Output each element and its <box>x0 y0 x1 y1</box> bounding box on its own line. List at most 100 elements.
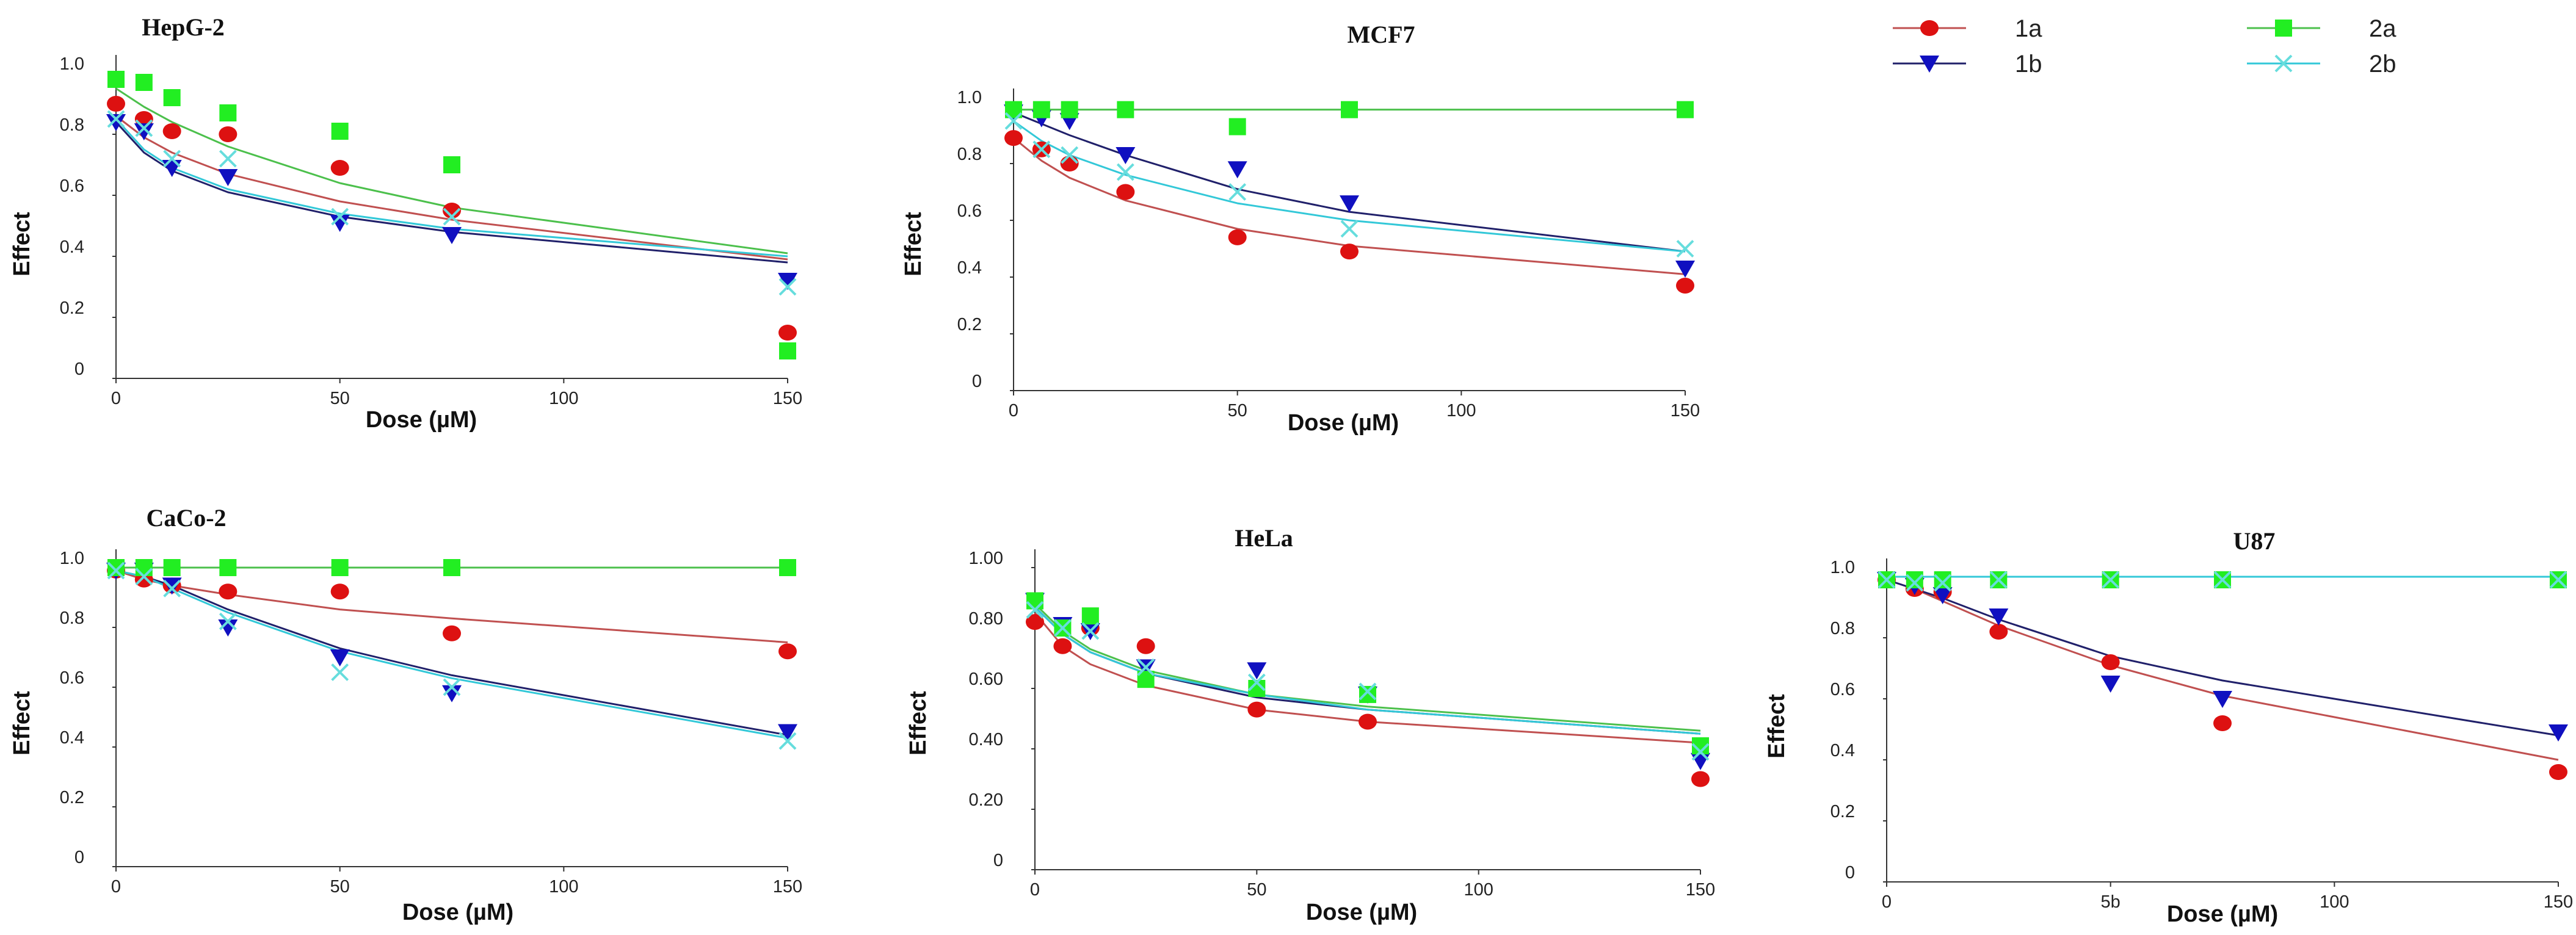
x-tick-label: 50 <box>1228 401 1247 421</box>
data-point-2a <box>1228 118 1246 135</box>
series-1a <box>1026 614 1710 787</box>
data-point-1a <box>1676 277 1694 294</box>
data-point-2b <box>135 119 153 137</box>
y-tick-label: 0.40 <box>969 730 1003 749</box>
y-tick-label: 0.8 <box>60 115 84 135</box>
y-tick-label: 0.8 <box>60 608 84 628</box>
data-point-1b <box>442 227 462 244</box>
y-axis-label: Effect <box>1764 694 1790 759</box>
data-point-2b <box>443 208 461 226</box>
y-tick-label: 0.4 <box>957 258 982 278</box>
y-tick-label: 0.80 <box>969 609 1003 629</box>
fit-curve-2b <box>1013 120 1686 253</box>
series-2b <box>1878 571 2567 592</box>
chart-title: HeLa <box>1235 524 1293 552</box>
data-point-1a <box>1228 229 1247 245</box>
data-point-1a <box>1116 184 1135 200</box>
legend-label: 2a <box>2369 15 2396 42</box>
data-point-1b <box>1247 662 1267 680</box>
data-point-2b <box>1878 571 1896 589</box>
data-point-2a <box>779 342 796 359</box>
data-point-2b <box>219 612 237 630</box>
data-point-2a <box>331 559 349 576</box>
data-point-1a <box>1053 638 1072 654</box>
x-tick-label: 0 <box>111 389 121 408</box>
legend-entry-1a: 1a <box>1893 15 2042 42</box>
legend-label: 1b <box>2015 51 2042 78</box>
data-point-1b <box>1989 608 2009 626</box>
data-point-2b <box>331 208 349 226</box>
x-axis-label: Dose (µM) <box>2167 901 2278 927</box>
y-axis-label: Effect <box>901 212 926 276</box>
data-point-2b <box>778 732 797 750</box>
data-point-1b <box>162 577 182 595</box>
data-point-2a <box>1117 101 1134 118</box>
data-point-1a <box>1026 614 1044 630</box>
x-tick-label: 5b <box>2101 892 2121 912</box>
data-point-1a <box>330 583 349 600</box>
fit-curve-1a <box>1886 579 2559 761</box>
data-point-1b <box>1691 753 1710 770</box>
x-tick-label: 50 <box>330 389 350 408</box>
data-point-2a <box>1677 101 1694 118</box>
data-point-2a <box>135 74 153 91</box>
data-point-2b <box>1359 682 1377 701</box>
data-point-1a <box>2549 764 2567 780</box>
data-point-2b <box>1137 658 1155 676</box>
data-point-1a <box>2101 654 2120 670</box>
fit-curve-2a <box>1034 603 1701 732</box>
y-tick-label: 0.8 <box>957 145 982 164</box>
chart-panel-hepg-2: HepG-2 0 0.2 0.4 0.6 0.8 1.0 0 50 100 150 Dose (µM)… <box>9 13 802 433</box>
y-tick-label: 0.6 <box>60 176 84 196</box>
data-point-1b <box>2549 724 2568 742</box>
data-point-1a <box>778 325 797 341</box>
y-tick-label: 0.4 <box>1830 741 1855 760</box>
series-2a <box>107 71 796 359</box>
data-point-2b <box>1989 571 2008 589</box>
data-point-1b <box>1340 195 1359 213</box>
y-tick-label: 0.4 <box>60 237 84 257</box>
data-point-2b <box>1691 743 1710 761</box>
data-point-2a <box>163 89 181 106</box>
data-point-1a <box>1060 156 1079 171</box>
legend-marker-triangle-down-icon <box>1920 56 1939 73</box>
data-point-1b <box>778 273 797 290</box>
y-tick-label: 0 <box>993 851 1003 870</box>
x-tick-label: 100 <box>549 389 578 408</box>
chart-title: HepG-2 <box>142 13 225 41</box>
data-point-1b <box>218 619 238 637</box>
data-point-1a <box>1359 713 1377 730</box>
data-point-2a <box>1359 685 1376 703</box>
legend: 1a 1b 2a 2b <box>1893 15 2396 78</box>
data-point-2b <box>1676 240 1694 258</box>
x-tick-label: 150 <box>773 877 802 897</box>
data-point-2b <box>219 150 237 168</box>
data-point-1b <box>218 169 238 186</box>
x-axis-label: Dose (µM) <box>366 407 477 433</box>
data-point-2b <box>1340 220 1359 238</box>
data-point-1a <box>219 583 238 600</box>
data-point-2b <box>2102 571 2120 589</box>
fit-curve-1b <box>115 569 788 736</box>
data-point-1b <box>330 649 350 666</box>
data-point-2b <box>107 110 125 128</box>
data-point-1b <box>2100 676 2121 693</box>
x-tick-label: 150 <box>773 389 802 408</box>
x-tick-label: 100 <box>2320 892 2349 912</box>
x-tick-label: 150 <box>1671 401 1700 421</box>
data-point-2b <box>1116 163 1134 181</box>
data-point-2a <box>1906 571 1923 588</box>
x-tick-label: 0 <box>1030 880 1040 900</box>
data-point-2a <box>331 123 349 140</box>
y-tick-label: 0.2 <box>1830 802 1855 821</box>
y-tick-label: 0.6 <box>957 201 982 221</box>
data-point-1a <box>1136 638 1155 654</box>
x-tick-label: 100 <box>549 877 578 897</box>
x-tick-label: 100 <box>1446 401 1476 421</box>
data-point-2a <box>1061 101 1078 118</box>
legend-marker-square-icon <box>2275 20 2292 37</box>
series-2a <box>1026 592 1709 755</box>
data-point-1b <box>442 685 462 702</box>
data-point-1a <box>1691 771 1710 787</box>
